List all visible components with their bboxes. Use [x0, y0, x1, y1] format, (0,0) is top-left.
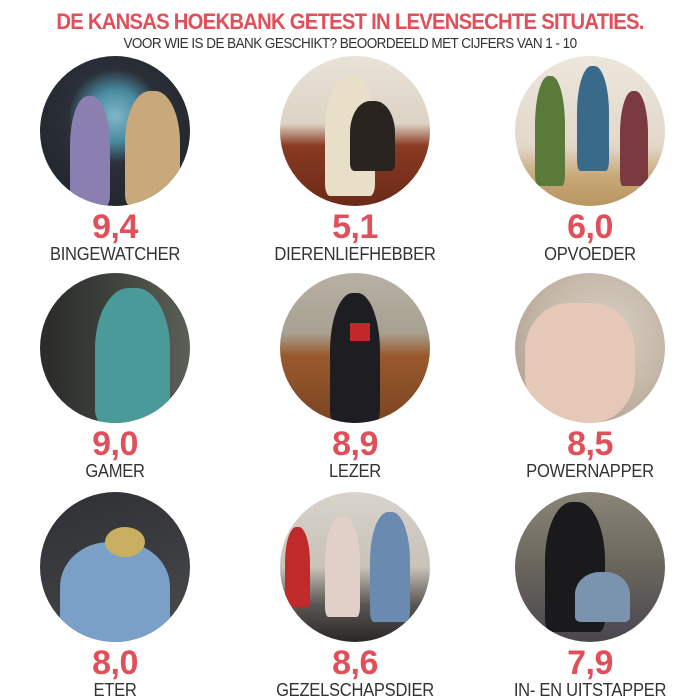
score: 8,9 — [332, 425, 378, 463]
photo-eter — [40, 492, 190, 642]
photo-lezer — [280, 273, 430, 423]
rating-card-opvoeder: 6,0 OPVOEDER — [490, 56, 690, 264]
category-label: IN- EN UITSTAPPER — [513, 680, 667, 700]
photo-powernapper — [515, 273, 665, 423]
score: 7,9 — [567, 644, 613, 682]
photo-in-en-uitstapper — [515, 492, 665, 642]
category-label: GAMER — [85, 461, 145, 481]
rating-card-powernapper: 8,5 POWERNAPPER — [490, 273, 690, 481]
rating-card-in-en-uitstapper: 7,9 IN- EN UITSTAPPER — [490, 492, 690, 700]
category-label: POWERNAPPER — [526, 461, 654, 481]
category-label: ETER — [93, 680, 137, 700]
rating-card-dierenliefhebber: 5,1 DIERENLIEFHEBBER — [255, 56, 455, 264]
rating-card-eter: 8,0 ETER — [15, 492, 215, 700]
score: 5,1 — [332, 208, 378, 246]
category-label: BINGEWATCHER — [49, 244, 181, 264]
score: 6,0 — [567, 208, 613, 246]
category-label: GEZELSCHAPSDIER — [276, 680, 434, 700]
score: 8,5 — [567, 425, 613, 463]
score: 8,6 — [332, 644, 378, 682]
rating-card-gezelschapsdier: 8,6 GEZELSCHAPSDIER — [255, 492, 455, 700]
page-title: DE KANSAS HOEKBANK GETEST IN LEVENSECHTE… — [56, 9, 644, 34]
score: 9,4 — [92, 208, 138, 246]
category-label: DIERENLIEFHEBBER — [274, 244, 436, 264]
photo-gamer — [40, 273, 190, 423]
rating-card-gamer: 9,0 GAMER — [15, 273, 215, 481]
photo-bingewatcher — [40, 56, 190, 206]
rating-card-lezer: 8,9 LEZER — [255, 273, 455, 481]
page-subtitle: VOOR WIE IS DE BANK GESCHIKT? BEOORDEELD… — [123, 35, 577, 52]
photo-gezelschapsdier — [280, 492, 430, 642]
score: 8,0 — [92, 644, 138, 682]
photo-dierenliefhebber — [280, 56, 430, 206]
photo-opvoeder — [515, 56, 665, 206]
score: 9,0 — [92, 425, 138, 463]
category-label: LEZER — [328, 461, 382, 481]
category-label: OPVOEDER — [544, 244, 636, 264]
rating-card-bingewatcher: 9,4 BINGEWATCHER — [15, 56, 215, 264]
